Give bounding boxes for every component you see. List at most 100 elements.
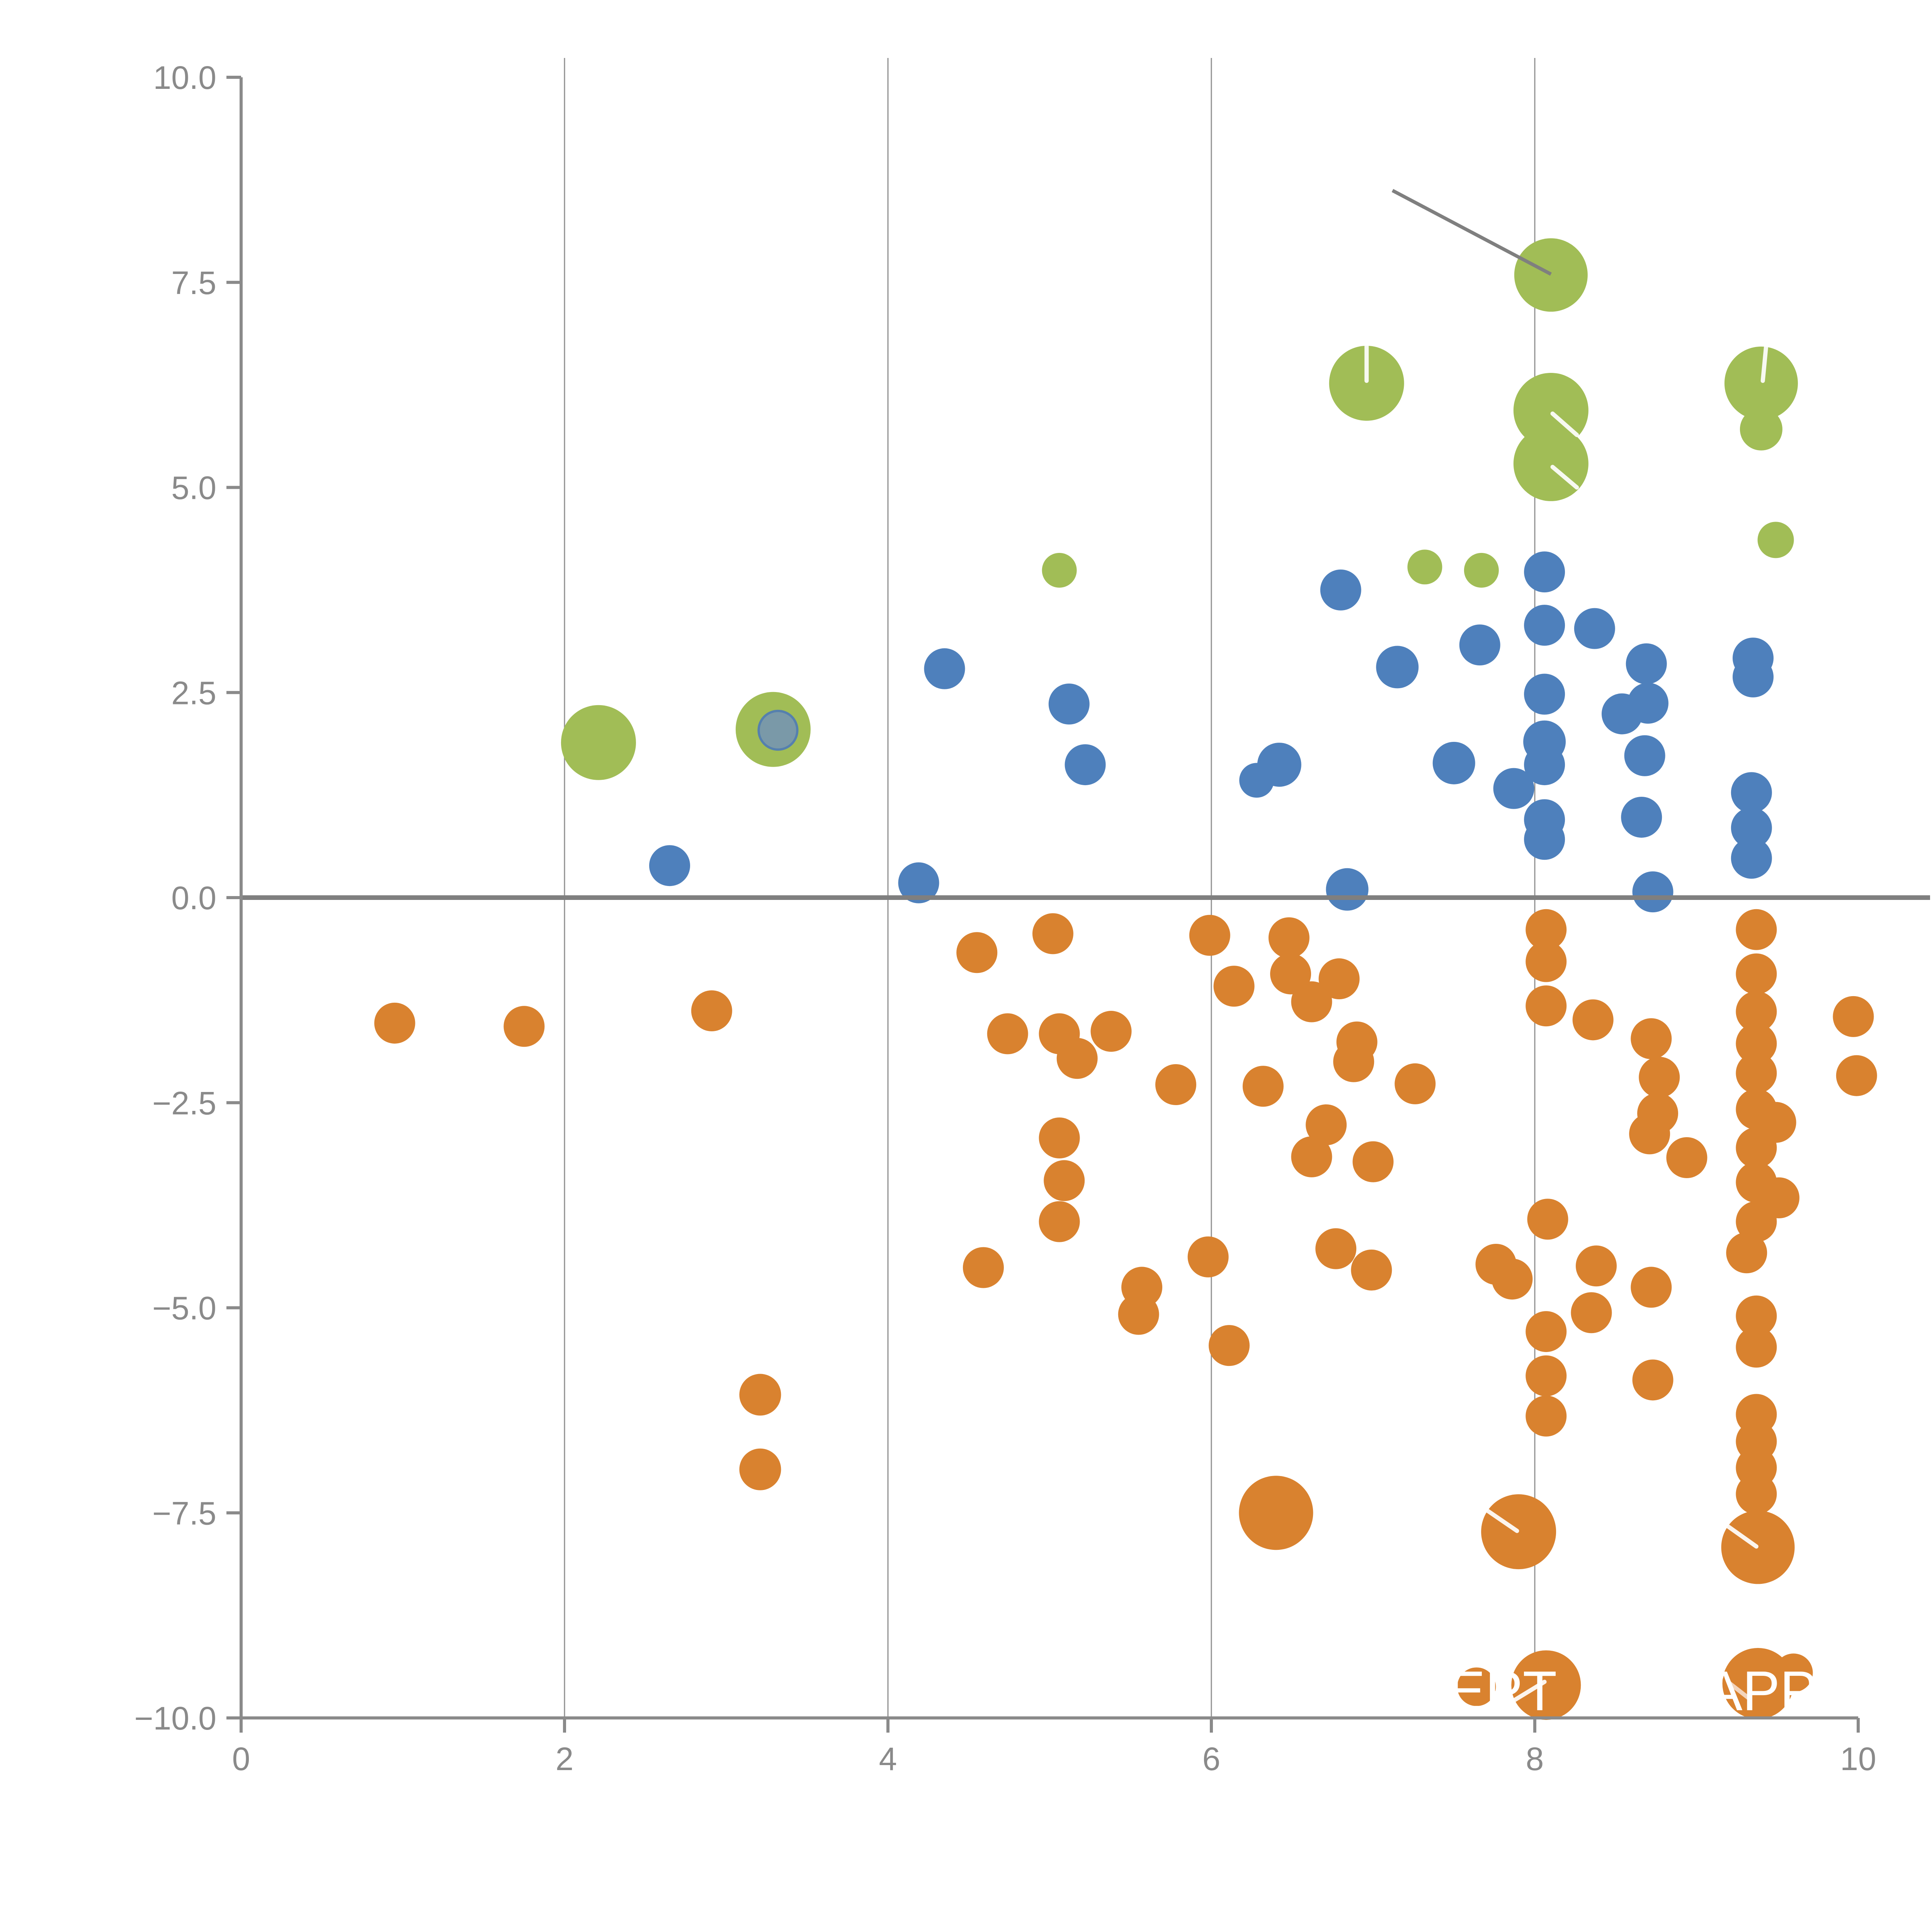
bubble-orange [1352, 1141, 1394, 1182]
bubble-orange [1774, 1653, 1813, 1692]
bubble-blue [1524, 744, 1565, 786]
x-tick-label: 8 [1526, 1741, 1544, 1777]
y-tick-label: 2.5 [171, 675, 216, 711]
bubble-orange [1291, 981, 1332, 1022]
bubble-orange [1629, 1113, 1670, 1155]
bubble-green [1740, 408, 1782, 451]
bubble-overlay [757, 709, 799, 751]
bubble-blue [1432, 742, 1475, 784]
y-tick-label: 10.0 [153, 60, 217, 96]
bubble-orange [1736, 1201, 1777, 1242]
bubble-orange [1333, 1041, 1374, 1082]
bubble-tick-mark [1726, 1680, 1752, 1701]
bubble-green [1464, 553, 1499, 588]
bubble-orange [1039, 1117, 1080, 1159]
bubble-orange [1526, 985, 1567, 1027]
bubble-green [1724, 346, 1798, 420]
bubble-green [561, 705, 636, 780]
bubble-blue [1732, 656, 1774, 697]
bubble-blue [1459, 624, 1500, 666]
y-tick-label: −2.5 [152, 1085, 216, 1121]
bubble-orange [1632, 1359, 1673, 1401]
bubble-orange [1833, 996, 1874, 1037]
bubble-orange [1571, 1292, 1612, 1333]
gridlines [564, 58, 1536, 1718]
bubble-orange [1527, 1199, 1568, 1240]
bubble-green [1514, 238, 1588, 312]
bubble-orange [956, 932, 998, 973]
bubbles [374, 238, 1877, 1720]
bubble-orange [1306, 1104, 1347, 1146]
bubble-blue [1065, 744, 1106, 786]
bubble-blue [1632, 871, 1673, 913]
bubble-blue [1376, 646, 1419, 689]
bubble-blue [1524, 551, 1565, 593]
bubble-blue [1326, 868, 1369, 911]
bubble-orange [1242, 1066, 1284, 1107]
bubble-orange [1736, 1023, 1777, 1064]
bubble-orange [1318, 958, 1360, 1000]
bubble-orange [1631, 1267, 1672, 1308]
bubble-orange [691, 990, 732, 1031]
bubble-orange [1090, 1011, 1132, 1052]
bubble-orange [1526, 1395, 1567, 1437]
bubble-orange [1736, 953, 1777, 995]
bubble-orange [1315, 1228, 1357, 1269]
bubble-orange [1213, 966, 1255, 1007]
bubble-labels: EPT APP [1448, 1660, 1817, 1722]
bubble-tick-mark [1760, 345, 1768, 383]
bubble-orange [739, 1374, 781, 1416]
bubble-blue [1731, 838, 1772, 879]
y-tick-label: 7.5 [171, 265, 216, 301]
bubble-orange [1526, 1355, 1567, 1396]
bubble-orange [1492, 1259, 1533, 1300]
bubble-green [1757, 522, 1794, 558]
reference-lines [241, 189, 1930, 900]
bubble-blue [1627, 682, 1668, 724]
bubble-green [1042, 553, 1077, 588]
bubble-blue [1731, 807, 1772, 849]
bubble-orange [1631, 1018, 1672, 1060]
bubble-blue [1524, 819, 1565, 860]
bubble-orange [1155, 1064, 1196, 1105]
bubble-orange [1526, 941, 1567, 982]
bubble-orange [1187, 1236, 1229, 1277]
bubble-orange [1736, 1327, 1777, 1368]
bubble-marks [1364, 344, 1768, 1704]
bubble-blue [1320, 569, 1361, 611]
bubble-blue [1621, 796, 1662, 838]
bubble-orange [1666, 1137, 1708, 1178]
axes [226, 76, 1860, 1733]
bubble-tick-mark [1550, 464, 1579, 490]
bubble-orange [1291, 1136, 1332, 1177]
x-tick-label: 4 [879, 1741, 897, 1777]
bubble-orange [1736, 1473, 1777, 1515]
bubble-orange [1056, 1038, 1098, 1079]
bubble-orange [1032, 913, 1073, 954]
bubble-orange [1736, 909, 1777, 950]
x-tick-label: 0 [232, 1741, 250, 1777]
bubble-blue [1524, 605, 1565, 646]
bubble-orange [1736, 1295, 1777, 1337]
bubble-orange [1395, 1063, 1436, 1104]
y-tick-label: 5.0 [171, 470, 216, 506]
bubble-orange [963, 1247, 1004, 1288]
x-tick-label: 6 [1202, 1741, 1221, 1777]
bubble-tick-mark [1722, 1521, 1759, 1549]
bubble-orange [1572, 999, 1614, 1041]
y-tick-label: 0.0 [171, 880, 216, 916]
bubble-blue [1574, 608, 1615, 649]
y-tick-label: −10.0 [134, 1700, 216, 1736]
bubble-orange [1526, 909, 1567, 950]
bubble-orange [1836, 1055, 1877, 1096]
bubble-orange [1457, 1667, 1496, 1706]
bubble-blue [1624, 735, 1665, 776]
bubble-orange [1239, 1476, 1313, 1550]
bubble-orange [1576, 1245, 1617, 1287]
x-tick-label: 2 [556, 1741, 574, 1777]
bubble-orange [1526, 1311, 1567, 1352]
bubble-blue [898, 862, 939, 903]
bubble-label: EPT [1448, 1660, 1557, 1722]
bubble-blue [1626, 643, 1667, 684]
